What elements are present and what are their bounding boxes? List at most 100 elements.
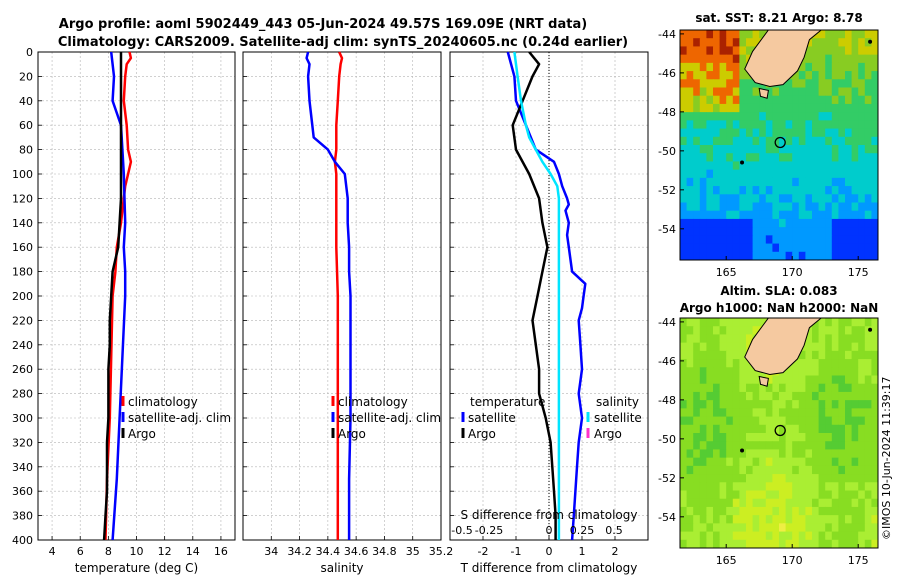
map-cell	[693, 169, 701, 179]
map-cell	[798, 531, 806, 541]
map-cell	[798, 169, 806, 179]
map-cell	[746, 326, 754, 335]
map-cell	[752, 79, 760, 88]
map-cell	[746, 161, 754, 171]
map-cell	[772, 539, 780, 549]
map-cell	[713, 38, 721, 47]
map-cell	[726, 416, 734, 426]
map-cell	[739, 227, 747, 236]
legend-entry: satellite	[468, 411, 516, 425]
map-cell	[825, 400, 833, 409]
map-cell	[713, 482, 721, 491]
map-cell	[851, 498, 859, 508]
map-cell	[785, 112, 793, 121]
map-cell	[693, 145, 701, 154]
map-cell	[838, 318, 846, 327]
map-cell	[719, 515, 727, 524]
map-cell	[851, 210, 859, 220]
map-cell	[871, 145, 879, 154]
map-cell	[732, 482, 740, 491]
map-cell	[719, 318, 727, 327]
map-cell	[864, 334, 872, 344]
map-cell	[851, 375, 859, 385]
map-cell	[779, 375, 787, 385]
map-cell	[785, 136, 793, 146]
map-cell	[798, 465, 806, 475]
map-cell	[752, 153, 760, 162]
map-cell	[858, 539, 866, 549]
map-cell	[871, 506, 879, 516]
map-cell	[845, 350, 853, 360]
map-cell	[713, 441, 721, 450]
map-cell	[785, 210, 793, 220]
map-cell	[858, 474, 866, 483]
map-cell	[719, 367, 727, 376]
map-cell	[858, 350, 866, 360]
map-cell	[838, 227, 846, 236]
map-cell	[693, 416, 701, 426]
map-cell	[838, 506, 846, 516]
map-cell	[759, 318, 767, 327]
map-cell	[838, 218, 846, 228]
map-cell	[805, 177, 813, 187]
map-cell	[785, 153, 793, 162]
map-cell	[726, 251, 734, 261]
map-cell	[680, 367, 688, 376]
map-cell	[739, 490, 747, 500]
map-cell	[719, 235, 727, 245]
map-cell	[871, 474, 879, 483]
map-cell	[726, 186, 734, 195]
map-cell	[798, 375, 806, 385]
map-cell	[851, 153, 859, 162]
map-cell	[831, 523, 839, 533]
map-cell	[864, 177, 872, 187]
map-cell	[699, 79, 707, 88]
map-cell	[693, 465, 701, 475]
map-cell	[746, 210, 754, 220]
map-cell	[693, 79, 701, 88]
map-cell	[680, 202, 688, 212]
map-cell	[699, 103, 707, 113]
s-tick-label: 0.25	[570, 524, 595, 537]
map-cell	[746, 251, 754, 261]
map-cell	[732, 515, 740, 524]
map-cell	[713, 186, 721, 195]
map-cell	[851, 416, 859, 426]
map-cell	[812, 465, 820, 475]
temperature-panel: 4 6 8 10 12 14 1602040608010012014016018020022…	[12, 46, 236, 575]
map-cell	[706, 54, 714, 64]
map-cell	[818, 194, 826, 203]
map-cell	[686, 350, 694, 360]
map-cell	[851, 367, 859, 376]
map-cell	[746, 95, 754, 105]
map-cell	[805, 186, 813, 195]
map-cell	[713, 539, 721, 549]
map-cell	[845, 103, 853, 113]
map-cell	[732, 227, 740, 236]
map-cell	[785, 482, 793, 491]
map-cell	[798, 523, 806, 533]
map-cell	[752, 416, 760, 426]
map-cell	[699, 391, 707, 401]
map-cell	[680, 87, 688, 97]
map-cell	[838, 62, 846, 72]
map-cell	[759, 227, 767, 236]
map-cell	[871, 465, 879, 475]
map-cell	[765, 112, 773, 121]
map-cell	[831, 334, 839, 344]
map-cell	[752, 433, 760, 442]
map-cell	[732, 79, 740, 88]
map-cell	[805, 515, 813, 524]
map-cell	[772, 498, 780, 508]
map-cell	[818, 408, 826, 418]
map-cell	[798, 482, 806, 491]
map-cell	[812, 334, 820, 344]
series-line-temperature-Argo	[511, 51, 557, 540]
map-cell	[752, 457, 760, 467]
map-cell	[719, 506, 727, 516]
map-cell	[792, 87, 800, 97]
map-cell	[798, 400, 806, 409]
map-cell	[864, 523, 872, 533]
map-cell	[851, 424, 859, 434]
map-cell	[746, 112, 754, 121]
